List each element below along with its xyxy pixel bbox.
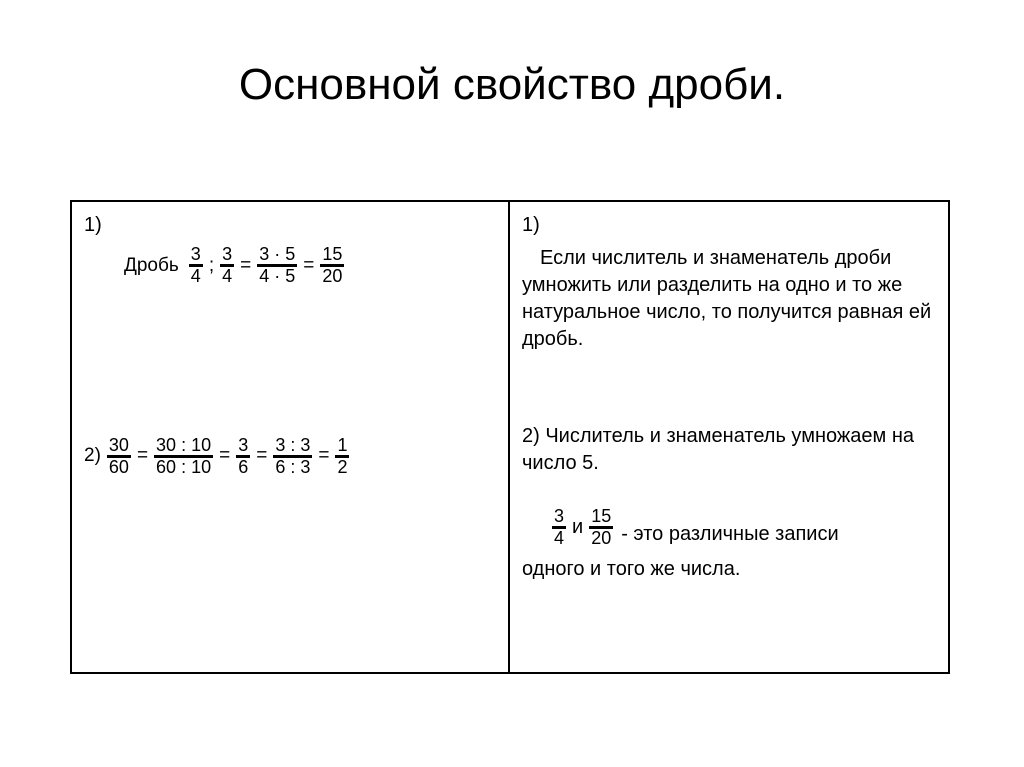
left-label-1: 1) xyxy=(84,212,496,239)
fraction: 30 : 10 60 : 10 xyxy=(154,436,213,477)
numerator: 15 xyxy=(589,507,613,526)
equation-row-1: Дробь 3 4 ; 3 4 = 3 · 5 4 · 5 = 15 xyxy=(124,245,496,286)
note-paragraph: 2) Числитель и знаменатель умножаем на ч… xyxy=(522,423,936,477)
denominator: 6 : 3 xyxy=(273,458,312,477)
equation-row-2: 2) 30 60 = 30 : 10 60 : 10 = 3 6 = 3 : 3 xyxy=(84,436,496,477)
numerator: 3 : 3 xyxy=(273,436,312,455)
numerator: 30 xyxy=(107,436,131,455)
denominator: 20 xyxy=(589,529,613,548)
equals-sign: = xyxy=(256,443,267,469)
numerator: 30 : 10 xyxy=(154,436,213,455)
left-label-2: 2) xyxy=(84,443,101,469)
equals-sign: = xyxy=(219,443,230,469)
fraction: 3 4 xyxy=(552,507,566,548)
fraction: 3 4 xyxy=(220,245,234,286)
fraction: 3 4 xyxy=(189,245,203,286)
fraction: 3 6 xyxy=(236,436,250,477)
fraction: 1 2 xyxy=(335,436,349,477)
fraction: 15 20 xyxy=(589,507,613,548)
equals-sign: = xyxy=(137,443,148,469)
fraction: 3 · 5 4 · 5 xyxy=(257,245,297,286)
content-table: 1) Дробь 3 4 ; 3 4 = 3 · 5 4 · 5 = 15 xyxy=(70,200,950,674)
numerator: 3 xyxy=(236,436,250,455)
denominator: 4 xyxy=(189,267,203,286)
page-title: Основной свойство дроби. xyxy=(0,60,1024,110)
equals-sign: = xyxy=(318,443,329,469)
numerator: 3 xyxy=(220,245,234,264)
equals-sign: = xyxy=(303,253,314,279)
table-left-column: 1) Дробь 3 4 ; 3 4 = 3 · 5 4 · 5 = 15 xyxy=(72,202,510,672)
equals-sign: = xyxy=(240,253,251,279)
and-text: и xyxy=(572,514,583,541)
numerator: 3 xyxy=(552,507,566,526)
semicolon: ; xyxy=(209,253,214,279)
numerator: 1 xyxy=(335,436,349,455)
tail-text-2: одного и того же числа. xyxy=(522,556,740,583)
fraction-prefix: Дробь xyxy=(124,253,179,279)
denominator: 60 xyxy=(107,458,131,477)
fraction: 3 : 3 6 : 3 xyxy=(273,436,312,477)
numerator: 3 xyxy=(189,245,203,264)
definition-paragraph: Если числитель и знаменатель дроби умнож… xyxy=(522,245,936,353)
tail-text-1: - это различные записи xyxy=(621,521,838,548)
denominator: 4 xyxy=(220,267,234,286)
numerator: 15 xyxy=(320,245,344,264)
right-label-1: 1) xyxy=(522,212,936,239)
denominator: 4 · 5 xyxy=(257,267,297,286)
denominator: 60 : 10 xyxy=(154,458,213,477)
denominator: 6 xyxy=(236,458,250,477)
denominator: 20 xyxy=(320,267,344,286)
inline-fraction-row: 3 4 и 15 20 - это различные записи одног… xyxy=(522,507,936,583)
numerator: 3 · 5 xyxy=(257,245,297,264)
fraction: 30 60 xyxy=(107,436,131,477)
denominator: 4 xyxy=(552,529,566,548)
fraction: 15 20 xyxy=(320,245,344,286)
table-right-column: 1) Если числитель и знаменатель дроби ум… xyxy=(510,202,948,672)
denominator: 2 xyxy=(335,458,349,477)
inline-fractions: 3 4 и 15 20 xyxy=(552,507,613,548)
